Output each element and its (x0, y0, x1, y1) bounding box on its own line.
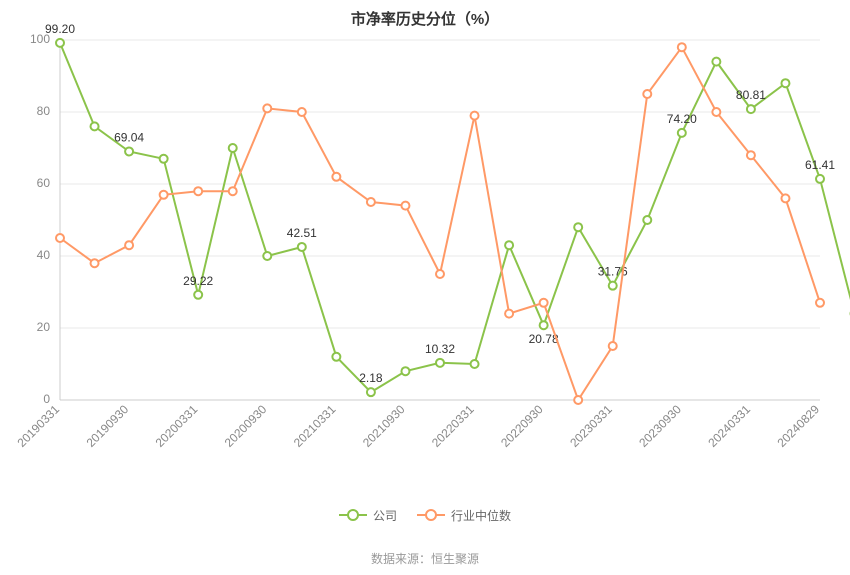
x-tick-label: 20200331 (153, 402, 201, 450)
series-marker (609, 282, 617, 290)
x-tick-label: 20240331 (705, 402, 753, 450)
data-label: 29.22 (183, 274, 213, 288)
series-marker (609, 342, 617, 350)
series-marker (367, 388, 375, 396)
series-marker (125, 241, 133, 249)
legend-line-icon (417, 514, 445, 516)
data-label: 99.20 (45, 22, 75, 36)
series-marker (56, 39, 64, 47)
series-marker (712, 108, 720, 116)
series-marker (263, 104, 271, 112)
series-marker (781, 194, 789, 202)
series-marker (471, 360, 479, 368)
series-marker (678, 43, 686, 51)
series-marker (574, 223, 582, 231)
y-tick-label: 40 (37, 248, 51, 262)
data-label: 61.41 (805, 158, 835, 172)
series-marker (56, 234, 64, 242)
x-tick-label: 20200930 (222, 402, 270, 450)
data-label: 42.51 (287, 226, 317, 240)
series-marker (160, 191, 168, 199)
series-marker (229, 187, 237, 195)
series-marker (471, 112, 479, 120)
legend-label: 行业中位数 (451, 507, 511, 524)
chart-legend: 公司 行业中位数 (0, 505, 850, 524)
y-tick-label: 80 (37, 104, 51, 118)
series-marker (367, 198, 375, 206)
x-tick-label: 20230930 (636, 402, 684, 450)
series-marker (505, 241, 513, 249)
series-marker (747, 105, 755, 113)
series-marker (298, 108, 306, 116)
x-tick-label: 20220930 (498, 402, 546, 450)
series-marker (678, 129, 686, 137)
x-tick-label: 20210930 (360, 402, 408, 450)
series-marker (643, 216, 651, 224)
x-tick-label: 20210331 (291, 402, 339, 450)
x-tick-label: 20230331 (567, 402, 615, 450)
series-marker (816, 299, 824, 307)
legend-line-icon (339, 514, 367, 516)
legend-item-company[interactable]: 公司 (339, 507, 397, 524)
series-marker (781, 79, 789, 87)
series-marker (747, 151, 755, 159)
series-marker (91, 259, 99, 267)
series-marker (332, 353, 340, 361)
data-label: 10.32 (425, 342, 455, 356)
y-tick-label: 20 (37, 320, 51, 334)
x-tick-label: 20220331 (429, 402, 477, 450)
series-marker (505, 310, 513, 318)
series-marker (712, 58, 720, 66)
series-line-company (60, 43, 850, 392)
data-label: 2.18 (359, 371, 383, 385)
series-marker (332, 173, 340, 181)
legend-item-industry[interactable]: 行业中位数 (417, 507, 511, 524)
x-tick-label: 20190930 (84, 402, 132, 450)
pb-percentile-chart: 市净率历史分位（%） 02040608010020190331201909302… (0, 0, 850, 575)
series-marker (91, 122, 99, 130)
data-label: 74.20 (667, 112, 697, 126)
x-tick-label: 20190331 (14, 402, 62, 450)
series-marker (540, 299, 548, 307)
series-marker (436, 270, 444, 278)
series-marker (401, 367, 409, 375)
series-marker (574, 396, 582, 404)
series-marker (540, 321, 548, 329)
series-marker (229, 144, 237, 152)
legend-label: 公司 (373, 507, 397, 524)
data-label: 69.04 (114, 130, 144, 144)
y-tick-label: 60 (37, 176, 51, 190)
x-tick-label: 20240829 (774, 402, 822, 450)
series-marker (643, 90, 651, 98)
series-marker (194, 291, 202, 299)
series-marker (298, 243, 306, 251)
series-marker (816, 175, 824, 183)
series-marker (194, 187, 202, 195)
series-marker (160, 155, 168, 163)
data-label: 80.81 (736, 88, 766, 102)
chart-plot-area: 0204060801002019033120190930202003312020… (0, 0, 850, 470)
series-marker (401, 202, 409, 210)
series-marker (125, 147, 133, 155)
series-marker (263, 252, 271, 260)
series-marker (436, 359, 444, 367)
chart-source: 数据来源：恒生聚源 (0, 550, 850, 567)
